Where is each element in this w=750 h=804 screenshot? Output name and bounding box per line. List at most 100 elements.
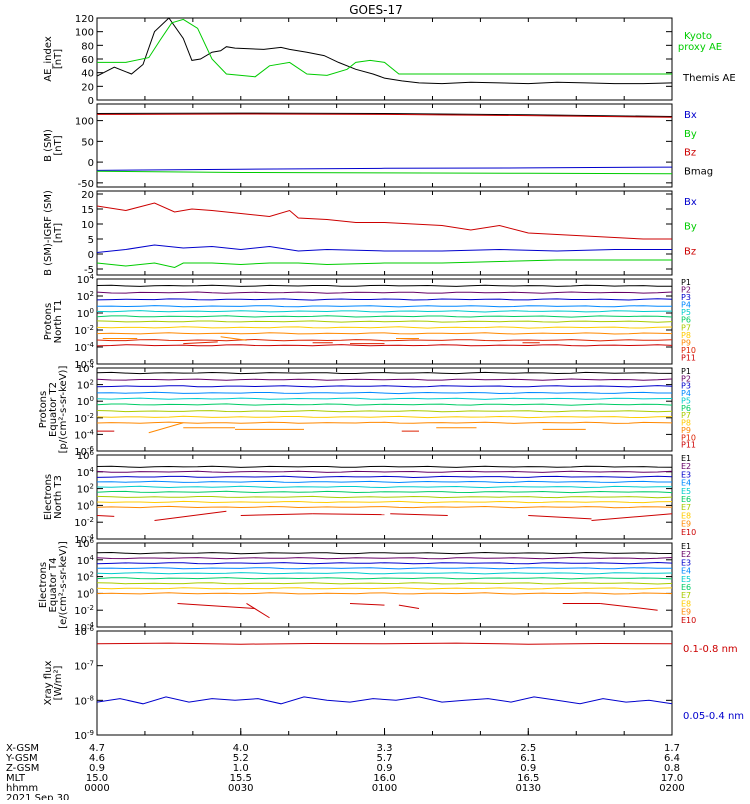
series-line	[96, 696, 673, 705]
y-tick-label: 40	[81, 69, 94, 80]
channel-line	[96, 338, 673, 342]
x-tick-value: 4.6	[89, 753, 105, 764]
channel-segment	[591, 513, 673, 522]
y-tick-label: 120	[75, 14, 94, 25]
x-tick-value: 0.8	[664, 763, 680, 774]
series-line	[96, 112, 673, 117]
y-tick-label: 100	[77, 587, 94, 600]
y-tick-label: 10-4	[74, 533, 94, 546]
legend-item: E6	[681, 583, 691, 592]
legend-item: P8	[681, 331, 691, 340]
channel-line	[96, 415, 673, 419]
legend-item: P10	[681, 346, 696, 355]
channel-line	[96, 326, 673, 329]
y-tick-label: 20	[81, 82, 94, 93]
x-tick-value: 0200	[659, 783, 684, 794]
x-tick-value: 17.0	[661, 773, 683, 784]
x-row-label: X-GSM	[6, 743, 39, 754]
y-tick-label: 0	[88, 158, 94, 169]
panel-frame	[96, 630, 673, 736]
y-axis-label: [p/(cm²-s-sr-keV)]	[58, 366, 69, 454]
legend-item: E4	[681, 567, 691, 576]
legend-item: P11	[681, 441, 696, 450]
series-line	[96, 244, 672, 253]
series-line	[96, 642, 673, 645]
legend-item: E10	[681, 528, 696, 537]
legend-item: E10	[681, 616, 696, 625]
channel-line	[96, 485, 673, 489]
y-tick-label: 106	[77, 449, 95, 462]
y-axis-label: AE_index	[43, 36, 54, 82]
x-tick-value: 5.2	[233, 753, 249, 764]
x-tick-value: 16.5	[517, 773, 539, 784]
legend-item: P1	[681, 278, 691, 287]
y-tick-label: 10	[81, 220, 94, 231]
y-axis-label: B (SM)	[43, 129, 54, 162]
legend-item: P1	[681, 367, 691, 376]
channel-line	[96, 587, 673, 590]
y-axis-label: Electrons	[43, 474, 54, 520]
channel-line	[96, 310, 673, 313]
legend-item: P7	[681, 411, 691, 420]
legend-item: P5	[681, 308, 691, 317]
y-tick-label: 15	[81, 205, 94, 216]
channel-line	[96, 403, 673, 406]
legend-item: E9	[681, 520, 691, 529]
legend-item: P2	[681, 286, 691, 295]
channel-line	[96, 371, 673, 375]
channel-line	[96, 490, 673, 494]
x-row-label: hhmm	[6, 783, 38, 794]
y-tick-label: 10-4	[74, 621, 94, 634]
legend-item: P6	[681, 316, 691, 325]
channel-line	[96, 409, 673, 413]
y-tick-label: 10-6	[74, 625, 94, 638]
legend-item: E5	[681, 487, 691, 496]
channel-line	[96, 561, 673, 565]
legend-item: 0.1-0.8 nm	[683, 644, 738, 655]
y-tick-label: 20	[81, 190, 94, 201]
legend-item: P3	[681, 293, 691, 302]
legend-item: Bz	[684, 246, 696, 257]
x-tick-value: 5.7	[377, 753, 393, 764]
y-tick-label: 102	[77, 290, 94, 303]
y-axis-label: Equator T2	[48, 382, 59, 437]
legend-item: P2	[681, 374, 691, 383]
channel-line	[96, 592, 673, 595]
channel-line	[96, 470, 673, 473]
y-tick-label: 80	[81, 41, 94, 52]
channel-line	[96, 495, 673, 499]
x-tick-value: 2.5	[520, 743, 536, 754]
y-tick-label: 106	[77, 537, 95, 550]
legend-item: P5	[681, 396, 691, 405]
y-tick-label: 102	[77, 483, 94, 496]
channel-line	[96, 551, 673, 555]
y-tick-label: 10-4	[74, 341, 94, 354]
channel-line	[96, 577, 673, 580]
y-tick-label: 0	[88, 250, 94, 261]
y-tick-label: 100	[75, 117, 94, 128]
panel-frame	[96, 190, 673, 276]
channel-segment	[154, 510, 227, 522]
x-tick-value: 15.5	[230, 773, 252, 784]
channel-segment	[183, 341, 218, 345]
channel-line	[96, 298, 673, 301]
legend-item: Bx	[684, 110, 697, 121]
x-tick-value: 0000	[84, 783, 109, 794]
legend-item: P3	[681, 382, 691, 391]
series-line	[96, 259, 672, 269]
y-tick-label: -50	[78, 179, 94, 190]
channel-line	[96, 500, 673, 504]
legend-item: P11	[681, 353, 696, 362]
x-tick-value: 4.7	[89, 743, 105, 754]
channel-line	[96, 556, 673, 560]
legend-item: P10	[681, 433, 696, 442]
channel-segment	[600, 602, 658, 611]
x-tick-value: 0.9	[377, 763, 393, 774]
legend-item: E2	[681, 462, 691, 471]
x-tick-value: 0130	[516, 783, 541, 794]
channel-line	[96, 505, 673, 509]
y-tick-label: 10-2	[74, 516, 94, 529]
y-tick-label: 100	[75, 28, 94, 39]
x-row-label: MLT	[6, 773, 26, 784]
